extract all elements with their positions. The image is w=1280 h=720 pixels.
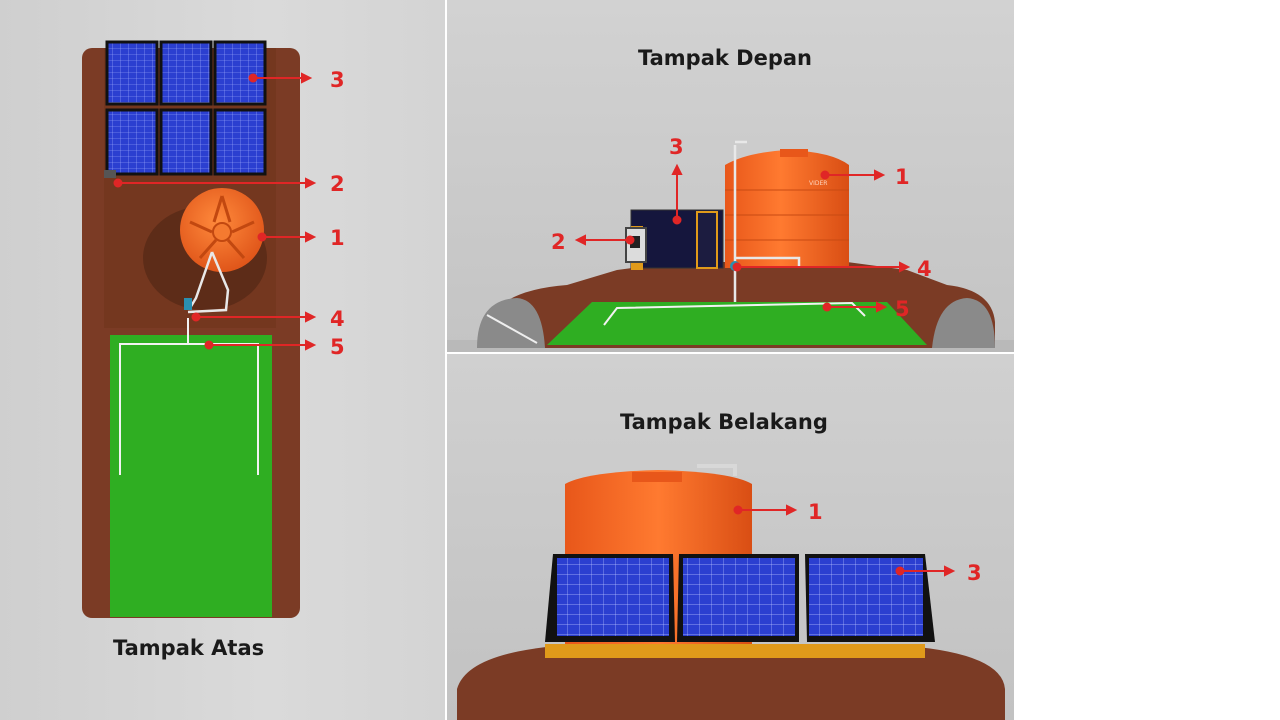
solar-array-back: [545, 554, 935, 642]
callout-label-front-2: 2: [551, 230, 566, 254]
panel-frame-back: [545, 644, 925, 658]
soil-bed-back: [457, 646, 1005, 720]
back-view-title: Tampak Belakang: [620, 410, 828, 434]
callout-label-front-5: 5: [895, 297, 910, 321]
callout-label-top-1: 1: [330, 226, 345, 250]
callout-arrows-front: [574, 163, 911, 313]
callout-label-front-4: 4: [917, 257, 932, 281]
top-view-title: Tampak Atas: [113, 636, 265, 660]
callout-arrows-back: [733, 504, 956, 577]
top-view-panel: 3 2 1 4 5 Tampak Atas: [0, 0, 445, 720]
back-view-panel: 1 3 Tampak Belakang: [447, 354, 1014, 720]
callout-label-top-2: 2: [330, 172, 345, 196]
callout-label-top-5: 5: [330, 335, 345, 359]
callout-arrows-top: [113, 72, 317, 351]
pump-top: [184, 298, 192, 310]
top-view-drawing: 3 2 1 4 5: [82, 40, 345, 618]
front-view-title: Tampak Depan: [638, 46, 812, 70]
grass-field-front: [547, 302, 927, 345]
callout-label-back-1: 1: [808, 500, 823, 524]
water-tank-front: VIDER: [725, 149, 849, 268]
callout-label-top-4: 4: [330, 307, 345, 331]
callout-label-top-3: 3: [330, 68, 345, 92]
grass-field-top: [110, 335, 272, 617]
controller-box-top: [104, 170, 116, 178]
solar-array-top: [105, 40, 267, 176]
back-view-drawing: 1 3: [457, 464, 1005, 720]
callout-label-front-3: 3: [669, 135, 684, 159]
front-view-panel: VIDER 3 1 2 4 5 Tampak Depan: [447, 0, 1014, 352]
water-tank-top: [180, 188, 264, 272]
callout-label-front-1: 1: [895, 165, 910, 189]
tank-brand-front: VIDER: [809, 180, 827, 187]
front-view-drawing: VIDER 3 1 2 4 5: [447, 135, 1014, 352]
callout-label-back-3: 3: [967, 561, 982, 585]
